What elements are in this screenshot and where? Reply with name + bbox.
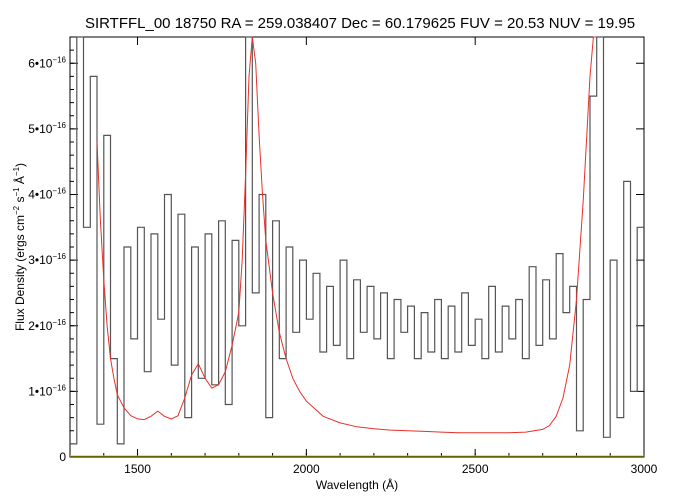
y-tick-label: 6•10−16 [28,55,66,70]
x-tick-label: 1500 [124,462,151,476]
y-tick-label: 0 [59,450,66,464]
series-layer [70,36,644,457]
y-tick-label: 4•10−16 [28,187,66,202]
error-spectrum-line [96,36,597,434]
x-tick-label: 2000 [293,462,320,476]
plot-area: 1500 2000 2500 3000 0 1•10−16 2•10−16 3•10−16 4… [28,36,658,476]
x-tick-label: 2500 [462,462,489,476]
y-tick-label: 2•10−16 [28,318,66,333]
y-tick-label: 3•10−16 [28,252,66,267]
chart-title: SIRTFFL_00 18750 RA = 259.038407 Dec = 6… [85,15,635,32]
flux-spectrum-line [70,36,644,445]
y-axis-label: Flux Density (ergs cm−2 s−1 Å−1) [12,163,27,331]
x-tick-label: 3000 [631,462,658,476]
axes-frame [69,36,645,458]
y-axis-ticks: 0 1•10−16 2•10−16 3•10−16 4•10−16 5•10−16 6•10… [28,36,644,464]
y-tick-label: 1•10−16 [28,383,66,398]
y-tick-label: 5•10−16 [28,121,66,136]
x-axis-label: Wavelength (Å) [316,477,398,492]
